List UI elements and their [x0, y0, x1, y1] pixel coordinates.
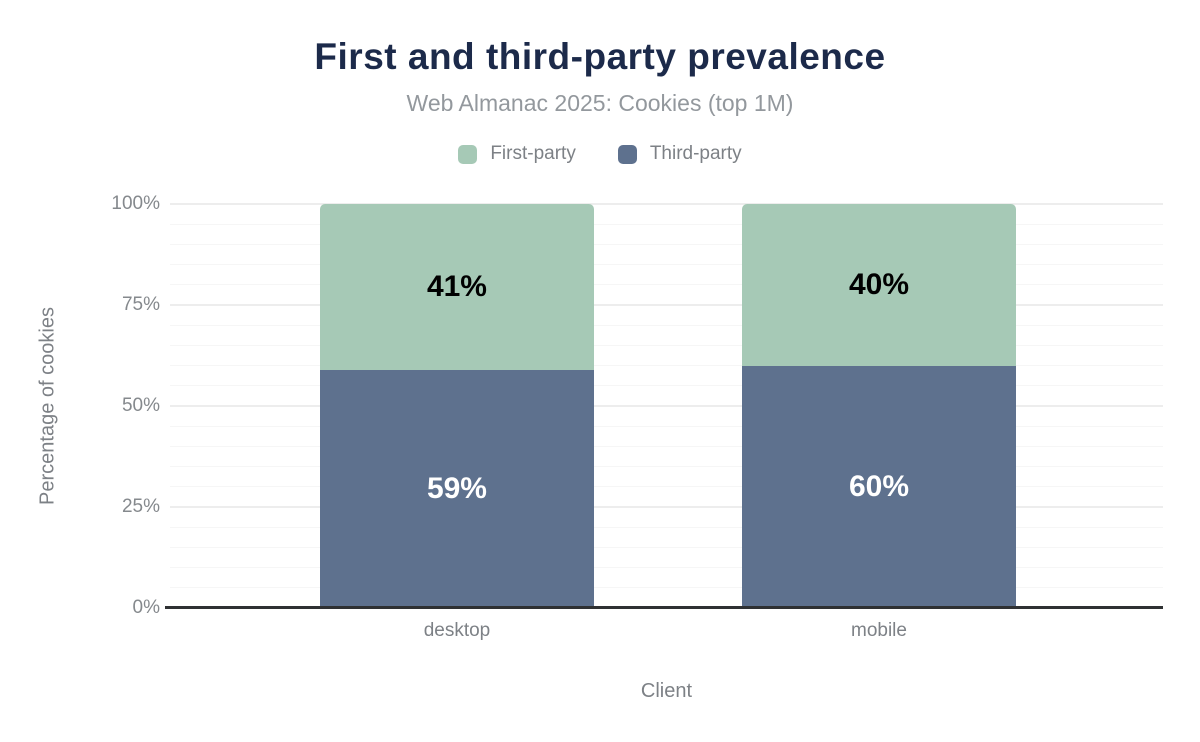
bar-segment-desktop-first-party: 41% [319, 204, 594, 370]
minor-gridline [170, 587, 1163, 589]
bar-mobile: 40% 60% [742, 204, 1016, 608]
legend-item-third-party: Third-party [617, 143, 742, 165]
minor-gridline [170, 264, 1163, 266]
y-tick-label: 100% [111, 193, 160, 214]
minor-gridline [170, 284, 1163, 286]
minor-gridline [170, 385, 1163, 387]
x-axis-line [165, 606, 1163, 609]
third-party-swatch-icon [617, 144, 637, 164]
bar-desktop: 41% 59% [319, 204, 594, 608]
legend-label-first-party: First-party [490, 143, 576, 164]
plot-area: 41% 59% 40% 60% [170, 203, 1163, 608]
y-tick-label: 25% [121, 496, 160, 517]
bar-value-label: 41% [426, 269, 487, 303]
x-tick-label-desktop: desktop [423, 620, 491, 641]
bar-segment-desktop-third-party: 59% [319, 369, 594, 608]
minor-gridline [170, 324, 1163, 326]
minor-gridline [170, 425, 1163, 427]
minor-gridline [170, 445, 1163, 447]
major-gridline [170, 405, 1163, 407]
minor-gridline [170, 546, 1163, 548]
bar-value-label: 60% [848, 469, 910, 503]
major-gridline [170, 506, 1163, 508]
legend-label-third-party: Third-party [649, 143, 742, 164]
bar-segment-mobile-third-party: 60% [742, 365, 1016, 608]
major-gridline [170, 203, 1163, 205]
minor-gridline [170, 365, 1163, 367]
major-gridline [170, 304, 1163, 306]
minor-gridline [170, 243, 1163, 245]
y-tick-label: 50% [121, 395, 160, 416]
chart-subtitle: Web Almanac 2025: Cookies (top 1M) [406, 90, 794, 116]
x-axis-title: Client [640, 680, 693, 702]
bar-value-label: 59% [426, 471, 487, 505]
chart-title: First and third-party prevalence [314, 36, 886, 77]
legend: First-party Third-party [0, 143, 1200, 165]
legend-item-first-party: First-party [458, 143, 576, 165]
minor-gridline [170, 486, 1163, 488]
minor-gridline [170, 344, 1163, 346]
minor-gridline [170, 466, 1163, 468]
x-tick-label-mobile: mobile [851, 620, 907, 641]
y-tick-label: 75% [121, 294, 160, 315]
bar-value-label: 40% [848, 267, 910, 301]
first-party-swatch-icon [458, 144, 478, 164]
minor-gridline [170, 526, 1163, 528]
y-tick-label: 0% [132, 597, 160, 618]
bar-segment-mobile-first-party: 40% [742, 204, 1016, 366]
minor-gridline [170, 223, 1163, 225]
minor-gridline [170, 567, 1163, 569]
